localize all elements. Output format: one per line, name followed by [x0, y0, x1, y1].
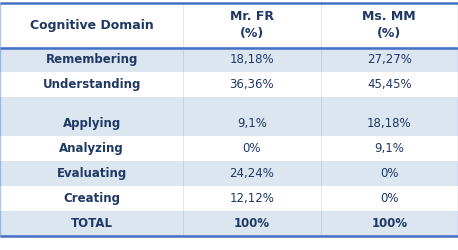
Text: Analyzing: Analyzing [59, 142, 124, 155]
Bar [321, 136, 458, 161]
Bar [183, 186, 321, 211]
Text: Applying: Applying [62, 117, 121, 130]
Bar [0, 72, 183, 98]
Text: 0%: 0% [380, 192, 398, 205]
Text: 36,36%: 36,36% [229, 78, 274, 92]
Text: 18,18%: 18,18% [229, 54, 274, 66]
Bar [183, 161, 321, 186]
Text: TOTAL: TOTAL [71, 217, 113, 230]
Bar [0, 186, 183, 211]
Bar [0, 211, 183, 236]
Text: Creating: Creating [63, 192, 120, 205]
Text: Remembering: Remembering [45, 54, 138, 66]
Bar [321, 111, 458, 136]
Text: Ms. MM
(%): Ms. MM (%) [362, 10, 416, 40]
Bar [321, 2, 458, 48]
Text: 45,45%: 45,45% [367, 78, 412, 92]
Text: 100%: 100% [234, 217, 270, 230]
Bar [0, 161, 183, 186]
Bar [183, 111, 321, 136]
Text: Mr. FR
(%): Mr. FR (%) [230, 10, 274, 40]
Text: Cognitive Domain: Cognitive Domain [30, 18, 153, 32]
Bar [0, 111, 183, 136]
Bar [0, 2, 183, 48]
Text: 9,1%: 9,1% [374, 142, 404, 155]
Bar [321, 48, 458, 72]
Bar [183, 2, 321, 48]
Text: 27,27%: 27,27% [367, 54, 412, 66]
Text: Understanding: Understanding [43, 78, 141, 92]
Bar [0, 48, 183, 72]
Bar [183, 72, 321, 98]
Bar [0, 136, 183, 161]
Bar [321, 161, 458, 186]
Text: 100%: 100% [371, 217, 407, 230]
Bar [321, 186, 458, 211]
Text: 12,12%: 12,12% [229, 192, 274, 205]
Text: Evaluating: Evaluating [56, 167, 127, 180]
Text: 18,18%: 18,18% [367, 117, 412, 130]
Bar [183, 48, 321, 72]
Text: 0%: 0% [380, 167, 398, 180]
Bar [183, 98, 321, 111]
Bar [0, 98, 183, 111]
Text: 24,24%: 24,24% [229, 167, 274, 180]
Bar [321, 72, 458, 98]
Text: 9,1%: 9,1% [237, 117, 267, 130]
Bar [183, 211, 321, 236]
Text: 0%: 0% [243, 142, 261, 155]
Bar [183, 136, 321, 161]
Bar [321, 98, 458, 111]
Bar [321, 211, 458, 236]
